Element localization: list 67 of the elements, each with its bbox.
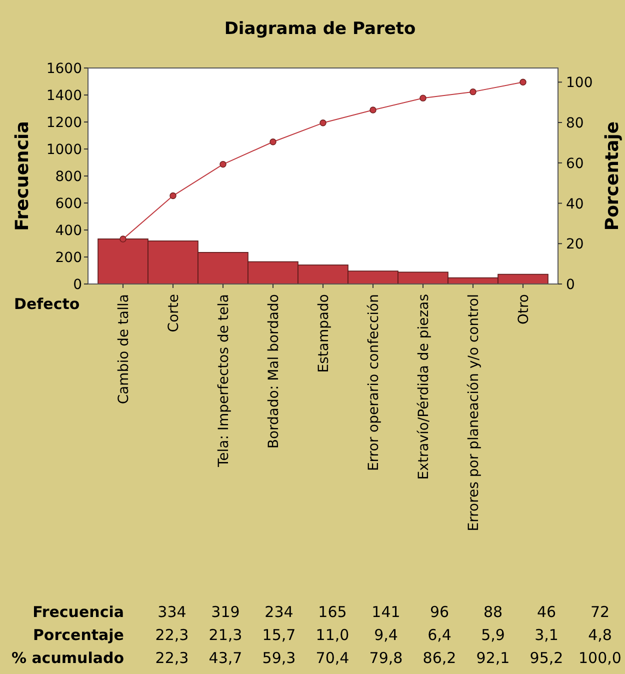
y-tick-label: 200 (55, 250, 82, 266)
x-tick-label: Estampado (316, 294, 332, 373)
text: 100,0 (578, 649, 622, 667)
text: 86,2 (422, 649, 456, 667)
text: 59,3 (262, 649, 296, 667)
y2-axis-title: Porcentaje (602, 121, 623, 231)
point (470, 88, 476, 96)
y2-tick-label: 80 (566, 116, 584, 132)
text: Frecuencia (32, 603, 124, 621)
y-tick-label: 1400 (46, 88, 82, 104)
text: 141 (372, 603, 400, 621)
text: 22,3 (155, 649, 189, 667)
y-tick-label: 0 (73, 277, 82, 293)
y-tick-label: 400 (55, 223, 82, 239)
y2-tick-label: 100 (566, 75, 593, 92)
text: 6,4 (428, 626, 452, 644)
y2-tick-label: 20 (566, 236, 584, 253)
point (170, 192, 176, 200)
text: 79,8 (369, 649, 403, 667)
x-tick-label: Tela: Imperfectos de tela (216, 294, 232, 468)
point (420, 94, 426, 102)
text: 4,8 (588, 626, 612, 644)
y2-tick-label: 40 (566, 196, 584, 212)
y2-tick-label: 60 (566, 156, 584, 172)
text: 46 (536, 603, 556, 621)
text: 70,4 (316, 649, 350, 667)
text: 334 (158, 603, 186, 621)
x-tick-label: Error operario confección (366, 294, 382, 472)
y2-tick-label: 0 (566, 277, 575, 293)
text: 3,1 (534, 626, 558, 644)
text: 9,4 (374, 626, 398, 644)
x-tick-label: Otro (516, 294, 532, 325)
text: % acumulado (11, 649, 124, 667)
x-tick-label: Extravío/Pérdida de piezas (416, 294, 432, 480)
x-axis-title: Defecto (14, 295, 80, 313)
text: 43,7 (208, 649, 242, 667)
text: 21,3 (208, 626, 242, 644)
text: 96 (430, 603, 450, 621)
x-tick-label: Cambio de talla (116, 294, 132, 404)
text: 72 (590, 603, 610, 621)
text: 88 (483, 603, 503, 621)
point (220, 160, 226, 168)
y-axis-title: Frecuencia (12, 121, 33, 231)
text: 15,7 (262, 626, 296, 644)
text: 5,9 (481, 626, 505, 644)
text: 11,0 (316, 626, 350, 644)
text: 319 (211, 603, 240, 621)
y-tick-label: 1600 (46, 61, 82, 77)
text: 95,2 (530, 649, 564, 667)
chart-title: Diagrama de Pareto (224, 19, 416, 39)
point (120, 236, 126, 242)
text: 92,1 (476, 649, 510, 667)
y-tick-label: 800 (55, 169, 82, 185)
point (320, 120, 326, 126)
point (520, 78, 526, 86)
y-tick-label: 1000 (46, 142, 82, 158)
y-tick-label: 600 (55, 196, 82, 212)
text: 22,3 (155, 626, 189, 644)
x-tick-label: Bordado: Mal bordado (266, 294, 282, 449)
point (270, 138, 276, 146)
x-tick-label: Errores por planeación y/o control (466, 294, 482, 532)
x-tick-label: Corte (166, 294, 182, 332)
text: Porcentaje (32, 626, 124, 644)
text: 165 (318, 603, 347, 621)
text: 234 (264, 603, 294, 621)
point (370, 106, 376, 114)
y-tick-label: 1200 (46, 115, 82, 131)
